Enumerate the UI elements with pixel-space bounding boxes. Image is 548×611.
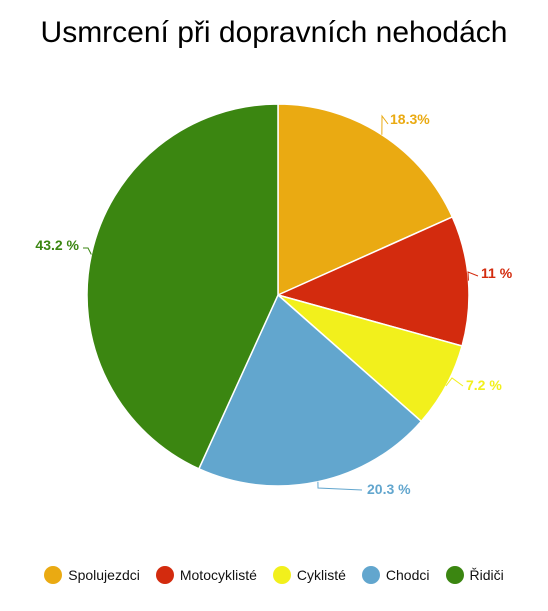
leader-line-0 [381, 114, 389, 135]
chart-legend: Spolujezdci Motocyklisté Cyklisté Chodci Řid… [0, 562, 548, 588]
leader-line-4 [83, 247, 92, 255]
legend-item-0: Spolujezdci [44, 566, 140, 584]
data-label-2: 7.2 % [466, 377, 502, 393]
legend-label-4: Řidiči [469, 567, 504, 583]
data-label-3: 20.3 % [367, 481, 411, 497]
legend-item-3: Chodci [361, 566, 430, 584]
leader-line-3 [317, 481, 363, 491]
legend-label-0: Spolujezdci [68, 567, 140, 583]
leader-line-2 [445, 377, 464, 387]
legend-item-4: Řidiči [445, 566, 504, 584]
legend-label-3: Chodci [385, 567, 430, 583]
legend-label-1: Motocyklisté [179, 567, 257, 583]
data-label-0: 18.3% [390, 111, 430, 127]
pie-slices [86, 103, 470, 487]
chart-title: Usmrcení při dopravních nehodách [40, 16, 508, 49]
legend-swatch-1 [155, 566, 174, 584]
data-labels: 18.3% 11 % 7.2 % 20.3 % 43.2 % [35, 111, 512, 497]
label-leaders [83, 114, 479, 491]
legend-swatch-2 [272, 566, 291, 584]
legend-item-2: Cyklisté [272, 566, 346, 584]
pie-slice-0 [277, 103, 454, 297]
data-label-1: 11 % [481, 265, 513, 281]
legend-item-1: Motocyklisté [155, 566, 257, 584]
leader-line-1 [467, 271, 479, 281]
legend-swatch-0 [44, 566, 63, 584]
pie-slice-4 [86, 103, 279, 470]
legend-label-2: Cyklisté [296, 567, 346, 583]
data-label-4: 43.2 % [35, 237, 79, 253]
legend-swatch-3 [361, 566, 380, 584]
legend-swatch-4 [445, 566, 464, 584]
